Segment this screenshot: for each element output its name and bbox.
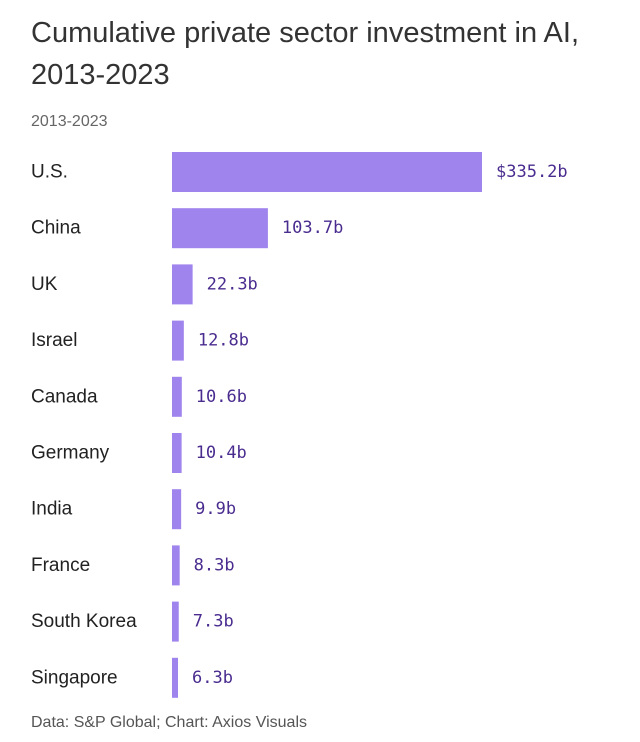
value-label: 22.3b: [207, 274, 258, 294]
value-label: 7.3b: [193, 612, 234, 632]
bar: [172, 264, 193, 305]
bar: [172, 433, 182, 473]
value-label: 103.7b: [282, 218, 343, 238]
bar: [172, 657, 178, 698]
bar: [172, 208, 268, 249]
bar: [172, 601, 179, 642]
chart-title: Cumulative private sector investment in …: [31, 17, 580, 91]
value-label: 12.8b: [198, 331, 249, 351]
category-label: Israel: [31, 330, 77, 351]
value-label: 8.3b: [194, 555, 235, 575]
category-label: South Korea: [31, 611, 137, 632]
value-label: 10.6b: [196, 387, 247, 407]
value-label: $335.2b: [496, 162, 568, 182]
category-label: Canada: [31, 386, 98, 407]
category-label: India: [31, 499, 73, 520]
category-label: Germany: [31, 443, 110, 464]
bar: [172, 489, 182, 530]
bar: [172, 152, 482, 192]
chart-source: Data: S&P Global; Chart: Axios Visuals: [31, 714, 307, 731]
value-label: 6.3b: [192, 668, 233, 688]
category-label: Singapore: [31, 667, 118, 688]
bar: [172, 376, 182, 417]
bar: [172, 320, 184, 361]
category-label: UK: [31, 274, 58, 295]
value-label: 10.4b: [196, 443, 247, 463]
chart-subtitle: 2013-2023: [31, 113, 108, 130]
category-label: U.S.: [31, 162, 68, 183]
category-label: France: [31, 555, 90, 576]
bar: [172, 545, 180, 586]
category-label: China: [31, 218, 81, 239]
value-label: 9.9b: [195, 499, 236, 519]
